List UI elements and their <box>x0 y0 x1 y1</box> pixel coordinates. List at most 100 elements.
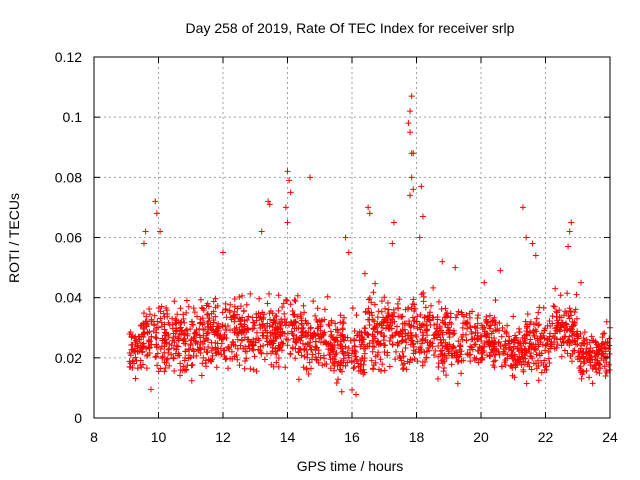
data-point <box>307 365 314 372</box>
chart-title: Day 258 of 2019, Rate Of TEC Index for r… <box>186 20 515 36</box>
data-point <box>215 327 222 334</box>
data-point <box>157 228 164 235</box>
data-point <box>348 359 355 366</box>
data-point <box>511 353 518 360</box>
data-point <box>374 338 381 345</box>
data-point <box>418 340 425 347</box>
data-point <box>471 354 478 361</box>
data-point <box>204 330 211 337</box>
data-point <box>237 320 244 327</box>
data-point <box>442 305 449 312</box>
data-point <box>561 327 568 334</box>
data-point <box>143 313 150 320</box>
data-point <box>236 293 243 300</box>
data-point <box>295 376 302 383</box>
data-point <box>496 327 503 334</box>
data-point <box>174 311 181 318</box>
data-point <box>265 198 272 205</box>
data-point <box>581 329 588 336</box>
data-point <box>176 325 183 332</box>
data-point <box>527 330 534 337</box>
data-point <box>219 321 226 328</box>
data-point <box>455 338 462 345</box>
data-point <box>496 320 503 327</box>
data-point <box>245 313 252 320</box>
data-point <box>498 333 505 340</box>
data-point <box>260 316 267 323</box>
data-point <box>562 323 569 330</box>
data-point <box>475 312 482 319</box>
data-point <box>577 279 584 286</box>
data-point <box>245 326 252 333</box>
data-point <box>140 310 147 317</box>
data-point <box>228 348 235 355</box>
x-axis-title: GPS time / hours <box>297 458 404 474</box>
data-point <box>593 344 600 351</box>
data-point <box>375 308 382 315</box>
data-point <box>402 336 409 343</box>
data-point <box>146 311 153 318</box>
data-point <box>436 323 443 330</box>
data-point <box>455 308 462 315</box>
data-point <box>233 352 240 359</box>
data-point <box>173 325 180 332</box>
data-point <box>212 304 219 311</box>
data-point <box>594 341 601 348</box>
data-point <box>250 319 257 326</box>
data-point <box>134 365 141 372</box>
data-point <box>432 347 439 354</box>
data-point <box>242 358 249 365</box>
data-point <box>434 375 441 382</box>
data-point <box>573 315 580 322</box>
data-point <box>538 359 545 366</box>
data-point <box>491 352 498 359</box>
data-point <box>366 294 373 301</box>
data-point <box>602 338 609 345</box>
x-tick-labels: 8 10 12 14 16 18 20 22 24 <box>90 429 618 445</box>
data-point <box>554 309 561 316</box>
data-point <box>502 362 509 369</box>
data-point <box>376 321 383 328</box>
data-point <box>275 363 282 370</box>
data-point <box>157 315 164 322</box>
data-point <box>572 338 578 345</box>
data-point <box>196 325 203 332</box>
x-tick-label: 22 <box>538 429 554 445</box>
data-point <box>278 347 285 354</box>
data-point <box>449 343 456 350</box>
data-point <box>557 322 564 329</box>
data-point <box>268 350 275 357</box>
data-point <box>398 338 405 345</box>
data-point <box>247 290 254 297</box>
data-point <box>260 342 267 349</box>
data-point <box>479 326 486 333</box>
data-point <box>275 307 282 314</box>
data-point <box>297 311 304 318</box>
data-point <box>187 342 194 349</box>
data-point <box>341 314 348 321</box>
data-point <box>395 305 402 312</box>
data-point <box>545 349 552 356</box>
data-point <box>454 311 461 318</box>
data-point <box>164 355 171 362</box>
data-point <box>348 350 355 357</box>
data-point <box>471 334 478 341</box>
data-point <box>450 344 457 351</box>
data-point <box>260 332 267 339</box>
data-point <box>239 328 246 335</box>
data-point <box>151 312 158 319</box>
data-point <box>177 305 184 312</box>
data-point <box>270 331 277 338</box>
data-point <box>509 352 516 359</box>
data-point <box>543 363 550 370</box>
data-point <box>287 301 294 308</box>
data-point <box>416 234 423 241</box>
data-point <box>441 314 448 321</box>
data-point <box>295 336 302 343</box>
data-point <box>542 325 549 332</box>
data-point <box>474 315 481 322</box>
data-point <box>526 321 533 328</box>
data-point <box>586 374 593 381</box>
data-point <box>483 352 490 359</box>
data-point <box>198 372 205 379</box>
